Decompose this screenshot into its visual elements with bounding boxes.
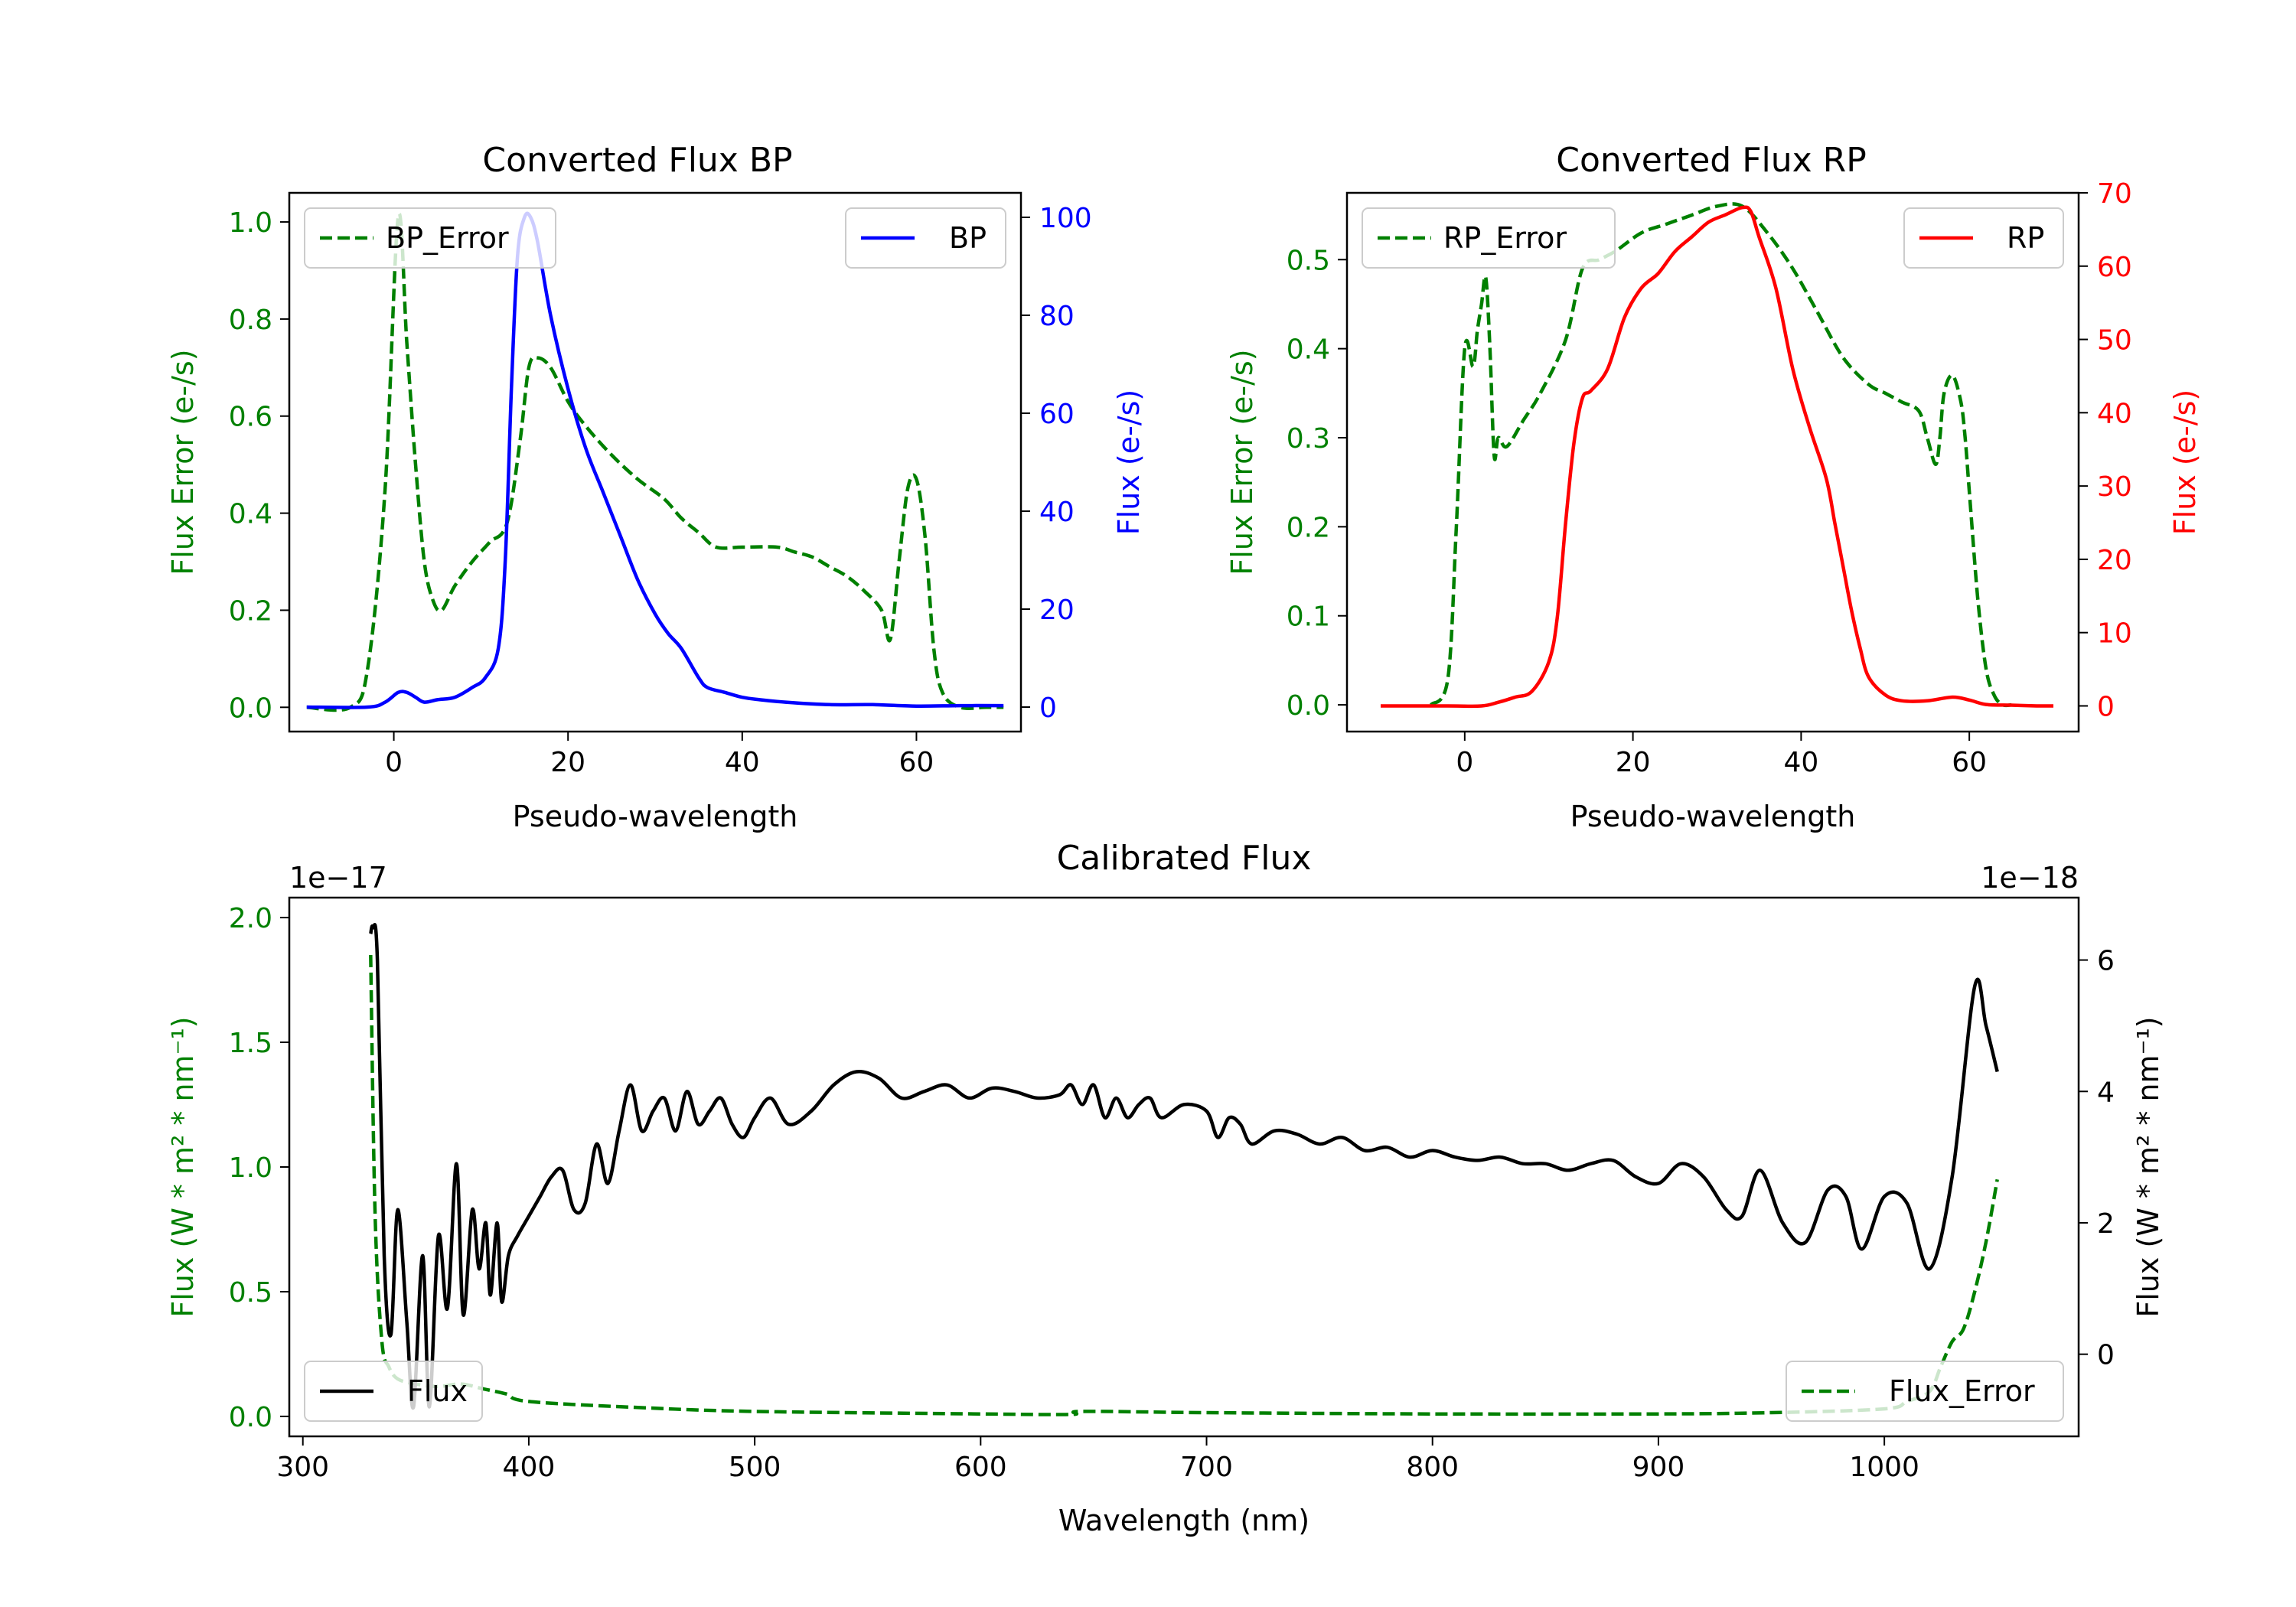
rp-xtick-label: 20 xyxy=(1616,747,1651,778)
cal-ytick-right-label: 6 xyxy=(2097,946,2115,977)
bp-ytick-left-label: 0.8 xyxy=(229,305,272,336)
rp-ytick-right-label: 0 xyxy=(2097,691,2115,722)
cal-xtick-label: 700 xyxy=(1180,1452,1233,1483)
rp-ytick-right-label: 30 xyxy=(2097,471,2132,503)
bp-ytick-left-label: 0.2 xyxy=(229,595,272,627)
cal-ticks: 300 400 500 600 700 800 900 1000 0.0 0.5 1.0 1.5 2.0… xyxy=(229,903,2115,1483)
bp-series-bp-error xyxy=(306,212,1004,712)
subplot-rp: Converted Flux RP 0 20 40 60 0.0 0.1 0.2 0.3 0.4… xyxy=(1225,141,2202,833)
cal-ytick-right-label: 0 xyxy=(2097,1340,2115,1371)
rp-legend-flux: RP xyxy=(1903,207,2064,269)
bp-xtick-label: 60 xyxy=(899,747,934,778)
cal-xtick-label: 1000 xyxy=(1849,1452,1919,1483)
cal-ytick-left-label: 1.0 xyxy=(229,1152,272,1184)
bp-legend-error: BP_Error xyxy=(304,207,556,269)
bp-ylabel-left: Flux Error (e-/s) xyxy=(166,349,200,575)
bp-legend-error-label: BP_Error xyxy=(386,221,509,255)
cal-series-flux xyxy=(369,923,1999,1410)
cal-legend-flux-label: Flux xyxy=(407,1374,468,1408)
bp-ytick-left-label: 0.6 xyxy=(229,402,272,433)
cal-ytick-left-label: 1.5 xyxy=(229,1028,272,1059)
rp-ytick-left-label: 0.1 xyxy=(1287,601,1330,633)
rp-ytick-left-label: 0.5 xyxy=(1287,245,1330,276)
cal-ytick-left-label: 0.0 xyxy=(229,1402,272,1433)
bp-lines xyxy=(306,211,1004,712)
subplot-bp: Converted Flux BP 0 20 40 60 0.0 0.2 0.4 0.6 0.8… xyxy=(166,141,1146,833)
cal-offset-right: 1e−18 xyxy=(1981,861,2079,895)
cal-ylabel-right: Flux (W * m² * nm⁻¹) xyxy=(2131,1016,2165,1317)
rp-ytick-right-label: 10 xyxy=(2097,618,2132,650)
rp-series-rp xyxy=(1380,205,2054,709)
cal-ylabel-left: Flux (W * m² * nm⁻¹) xyxy=(166,1016,200,1317)
rp-ylabel-left: Flux Error (e-/s) xyxy=(1225,349,1259,575)
cal-legend-error: Flux_Error xyxy=(1786,1361,2064,1422)
cal-xtick-label: 900 xyxy=(1632,1452,1685,1483)
cal-xtick-label: 400 xyxy=(503,1452,556,1483)
rp-title: Converted Flux RP xyxy=(1556,141,1867,180)
cal-xtick-label: 600 xyxy=(954,1452,1007,1483)
bp-series-bp xyxy=(306,211,1004,709)
rp-xtick-label: 0 xyxy=(1456,747,1473,778)
bp-ytick-right-label: 100 xyxy=(1039,203,1092,234)
rp-ticks: 0 20 40 60 0.0 0.1 0.2 0.3 0.4 0.5 0 10 20 30 40 50 60 70 xyxy=(1287,178,2132,778)
rp-ytick-left-label: 0.0 xyxy=(1287,690,1330,722)
cal-ytick-right-label: 2 xyxy=(2097,1208,2115,1240)
cal-ytick-right-label: 4 xyxy=(2097,1077,2115,1108)
bp-ytick-right-label: 20 xyxy=(1039,595,1075,626)
cal-legend-error-label: Flux_Error xyxy=(1889,1374,2035,1408)
bp-ytick-right-label: 0 xyxy=(1039,693,1057,724)
rp-ytick-left-label: 0.2 xyxy=(1287,512,1330,543)
rp-xtick-label: 60 xyxy=(1952,747,1987,778)
rp-ylabel-right: Flux (e-/s) xyxy=(2168,390,2202,535)
rp-series-rp-error xyxy=(1429,202,2012,708)
rp-legend-error: RP_Error xyxy=(1362,207,1616,269)
rp-ytick-right-label: 50 xyxy=(2097,325,2132,357)
rp-xlabel: Pseudo-wavelength xyxy=(1570,800,1856,833)
rp-ytick-left-label: 0.3 xyxy=(1287,423,1330,455)
bp-legend-flux: BP xyxy=(845,207,1006,269)
bp-ticks: 0 20 40 60 0.0 0.2 0.4 0.6 0.8 1.0 0 20 40 60 80 100 xyxy=(229,203,1092,778)
bp-ytick-right-label: 40 xyxy=(1039,497,1075,528)
bp-axes-frame xyxy=(288,191,1022,733)
bp-title: Converted Flux BP xyxy=(482,141,792,180)
cal-xtick-label: 800 xyxy=(1406,1452,1459,1483)
cal-xlabel: Wavelength (nm) xyxy=(1058,1504,1309,1537)
bp-xlabel: Pseudo-wavelength xyxy=(513,800,798,833)
cal-xtick-label: 300 xyxy=(276,1452,329,1483)
cal-offset-left: 1e−17 xyxy=(289,861,387,895)
bp-xtick-label: 0 xyxy=(385,747,403,778)
rp-ytick-right-label: 70 xyxy=(2097,178,2132,210)
rp-ytick-right-label: 40 xyxy=(2097,398,2132,429)
rp-ytick-left-label: 0.4 xyxy=(1287,334,1330,366)
rp-legend-error-label: RP_Error xyxy=(1443,221,1567,255)
cal-legend-flux: Flux xyxy=(304,1361,483,1422)
cal-ytick-left-label: 0.5 xyxy=(229,1277,272,1309)
rp-xtick-label: 40 xyxy=(1783,747,1818,778)
bp-ytick-left-label: 0.4 xyxy=(229,499,272,530)
subplot-calibrated: Calibrated Flux 1e−17 1e−18 300 400 500 600… xyxy=(166,839,2165,1537)
bp-legend-flux-label: BP xyxy=(949,221,987,255)
rp-axes-frame xyxy=(1345,191,2080,733)
rp-ytick-right-label: 20 xyxy=(2097,545,2132,576)
rp-lines xyxy=(1380,202,2054,709)
bp-xtick-label: 40 xyxy=(725,747,760,778)
bp-xtick-label: 20 xyxy=(550,747,585,778)
cal-ytick-left-label: 2.0 xyxy=(229,903,272,934)
rp-ytick-right-label: 60 xyxy=(2097,252,2132,283)
cal-xtick-label: 500 xyxy=(729,1452,781,1483)
bp-ylabel-right: Flux (e-/s) xyxy=(1112,390,1146,535)
bp-ytick-left-label: 1.0 xyxy=(229,207,272,239)
bp-ytick-left-label: 0.0 xyxy=(229,693,272,724)
cal-title: Calibrated Flux xyxy=(1057,839,1312,878)
rp-legend-flux-label: RP xyxy=(2007,221,2044,255)
bp-ytick-right-label: 80 xyxy=(1039,301,1075,332)
bp-ytick-right-label: 60 xyxy=(1039,399,1075,430)
